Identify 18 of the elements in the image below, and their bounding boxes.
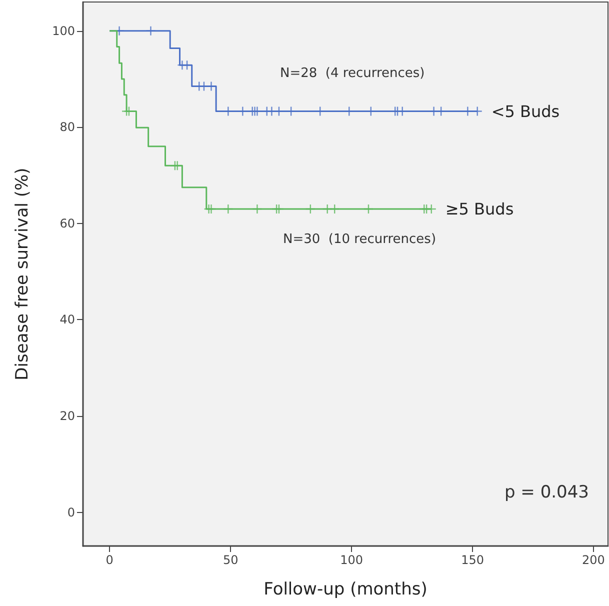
x-tick-label: 200 — [582, 553, 605, 567]
x-tick-label: 50 — [222, 553, 238, 567]
y-axis-title: Disease free survival (%) — [12, 168, 32, 380]
annotation: p = 0.043 — [504, 482, 590, 502]
series-label: ≥5 Buds — [445, 200, 514, 219]
y-tick-label: 80 — [60, 120, 75, 134]
x-tick-label: 150 — [461, 553, 484, 567]
x-tick-label: 100 — [340, 553, 363, 567]
y-tick-label: 100 — [52, 24, 75, 38]
y-tick-label: 40 — [60, 312, 75, 327]
y-tick-label: 60 — [60, 216, 75, 230]
x-tick-label: 0 — [106, 553, 114, 567]
annotation: N=28 (4 recurrences) — [280, 66, 425, 81]
annotation: N=30 (10 recurrences) — [283, 232, 436, 247]
y-tick-label: 20 — [60, 409, 75, 424]
y-tick-label: 0 — [67, 505, 75, 520]
series-label: <5 Buds — [491, 102, 560, 121]
x-axis-title: Follow-up (months) — [264, 580, 428, 600]
